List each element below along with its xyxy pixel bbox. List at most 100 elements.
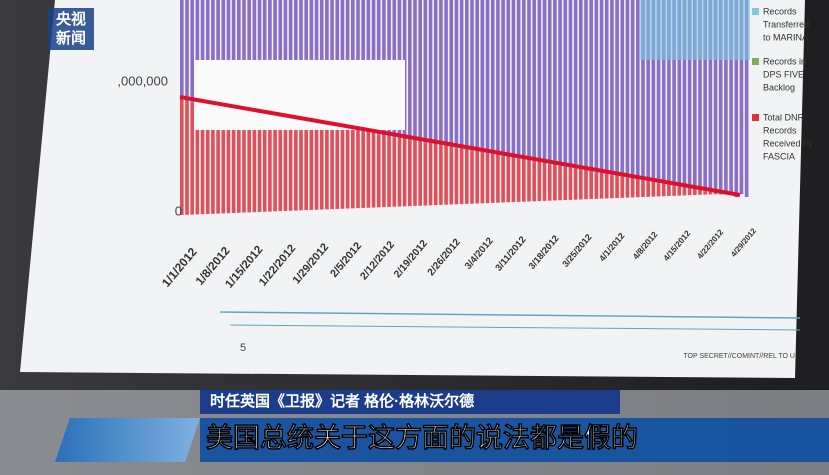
stripe: [610, 175, 614, 199]
logo-text: 央视: [56, 10, 86, 28]
stripe: [444, 0, 448, 143]
stripe: [465, 0, 469, 149]
stripe: [646, 0, 650, 178]
stripe: [480, 0, 485, 152]
stripe: [402, 137, 407, 207]
legend-text: DPS FIVE: [763, 69, 804, 79]
stripe: [252, 113, 257, 213]
stripe: [604, 0, 609, 173]
stripe: [433, 143, 438, 206]
stripe: [262, 113, 267, 212]
stripe: [356, 129, 360, 209]
stripe: [423, 143, 428, 206]
stripe: [221, 0, 226, 109]
stripe: [573, 167, 578, 200]
stripe: [397, 134, 402, 207]
stripe: [392, 137, 397, 207]
stripe: [485, 0, 490, 155]
stripe: [553, 0, 557, 162]
stripe: [610, 0, 614, 176]
stripe: [439, 0, 443, 146]
stripe: [516, 0, 521, 160]
stripe: [283, 0, 288, 119]
stripe: [449, 0, 454, 146]
stripe: [563, 0, 568, 168]
stripe: [739, 0, 744, 195]
stripe: [589, 0, 593, 171]
stripe: [294, 118, 298, 211]
stripe: [656, 183, 661, 197]
stripe: [589, 170, 593, 200]
stripe: [594, 172, 599, 199]
stripe: [480, 151, 485, 204]
stripe: [579, 170, 583, 200]
stripe: [299, 121, 303, 211]
stripe: [698, 0, 702, 189]
logo-text: 新闻: [56, 29, 86, 47]
stripe: [641, 0, 645, 182]
stripe: [366, 129, 371, 208]
stripe: [325, 124, 329, 210]
stripe: [216, 105, 220, 214]
stripe: [496, 0, 500, 154]
stripe: [428, 140, 433, 206]
legend-text: Total DNR: [763, 112, 805, 122]
speaker: 时任英国《卫报》记者 格伦·格林沃尔德: [210, 392, 474, 410]
stripe: [371, 132, 376, 208]
stripe: [687, 0, 692, 190]
stripe: [314, 124, 319, 210]
stripe: [547, 164, 552, 201]
legend-swatch: [752, 8, 759, 15]
stripe: [672, 0, 676, 187]
stripe: [636, 178, 640, 198]
stripe: [672, 186, 676, 196]
stripe: [408, 0, 412, 141]
legend-swatch: [752, 114, 759, 121]
stripe: [304, 118, 308, 211]
stripe: [698, 188, 702, 195]
stripe: [190, 102, 194, 215]
stripe: [226, 0, 231, 106]
stripe: [516, 159, 521, 202]
stripe: [682, 0, 687, 187]
stripe: [615, 172, 619, 199]
stripe: [568, 164, 573, 200]
stripe: [470, 0, 474, 152]
stripe: [532, 0, 536, 163]
stripe: [599, 0, 604, 170]
stripe: [656, 0, 661, 184]
stripe: [713, 0, 718, 192]
stripe: [485, 154, 490, 204]
stripe: [247, 0, 251, 111]
stripe: [200, 102, 205, 215]
stripe: [677, 183, 682, 196]
legend-swatch: [752, 58, 759, 65]
stripe: [335, 123, 340, 209]
stripe: [718, 0, 723, 195]
stripe: [522, 156, 526, 202]
stripe: [667, 0, 671, 184]
stripe: [180, 97, 184, 215]
y-axis-label: ,000,000: [117, 73, 168, 88]
stripe: [376, 135, 381, 208]
stripe: [185, 0, 189, 100]
stripe: [273, 0, 277, 114]
stripe: [490, 150, 495, 203]
stripe: [459, 0, 464, 146]
stripe: [200, 0, 205, 103]
stripe: [501, 156, 505, 203]
stripe: [682, 186, 687, 196]
stripe: [205, 0, 210, 106]
stripe: [579, 0, 583, 171]
rule: [219, 311, 801, 319]
stripe: [345, 129, 350, 209]
stripe: [490, 0, 495, 151]
stripe: [428, 0, 433, 141]
stripe: [351, 126, 355, 209]
legend: Records Transferred to MARINA Records in DPS…: [752, 6, 813, 161]
stripe: [646, 177, 650, 197]
stripe: [506, 153, 511, 203]
subtitle: 美国总统关于这方面的说法都是假的: [206, 422, 638, 453]
stripe: [242, 107, 246, 213]
stripe: [475, 148, 479, 204]
